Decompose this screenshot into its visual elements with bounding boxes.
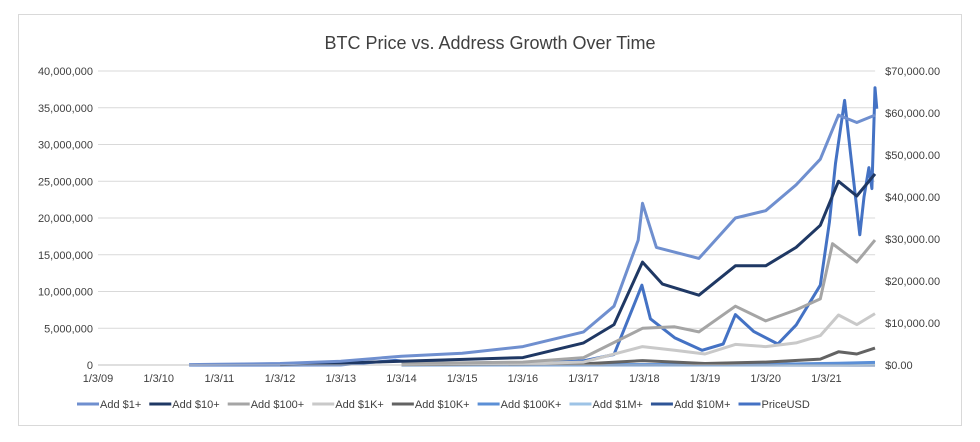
legend-label: Add $1K+	[335, 399, 384, 411]
x-tick-label: 1/3/12	[265, 373, 296, 385]
x-tick-label: 1/3/11	[205, 373, 235, 385]
legend-label: Add $10+	[172, 399, 219, 411]
y-left-tick-label: 10,000,000	[38, 287, 93, 299]
legend-label: Add $100K+	[501, 399, 562, 411]
y-right-tick-label: $10,000.00	[885, 318, 940, 330]
y-left-tick-label: 30,000,000	[38, 140, 93, 152]
y-right-tick-label: $70,000.00	[885, 66, 940, 78]
legend-label: Add $10M+	[674, 399, 731, 411]
y-right-tick-label: $40,000.00	[885, 192, 940, 204]
x-tick-label: 1/3/10	[143, 373, 174, 385]
x-tick-label: 1/3/18	[629, 373, 660, 385]
x-tick-label: 1/3/21	[811, 373, 842, 385]
y-left-tick-label: 25,000,000	[38, 176, 93, 188]
chart-title: BTC Price vs. Address Growth Over Time	[324, 33, 655, 53]
series-line-add-10k-	[401, 346, 876, 367]
y-left-tick-label: 15,000,000	[38, 250, 93, 262]
x-tick-label: 1/3/15	[447, 373, 478, 385]
chart: BTC Price vs. Address Growth Over Time 0…	[38, 33, 940, 411]
y-right-tick-label: $20,000.00	[885, 276, 940, 288]
y-left-tick-label: 20,000,000	[38, 213, 93, 225]
y-left-tick-label: 5,000,000	[44, 323, 93, 335]
series-line-add-1-	[189, 113, 876, 367]
series-line-add-10-	[280, 172, 877, 367]
legend-label: Add $1+	[100, 399, 141, 411]
x-tick-label: 1/3/14	[386, 373, 417, 385]
x-tick-label: 1/3/13	[326, 373, 357, 385]
legend-label: Add $100+	[251, 399, 305, 411]
series-line-add-100-	[401, 239, 877, 365]
chart-frame: BTC Price vs. Address Growth Over Time 0…	[18, 14, 962, 426]
y-right-tick-label: $30,000.00	[885, 234, 940, 246]
x-tick-label: 1/3/09	[83, 373, 114, 385]
series-line-add-1k-	[401, 312, 876, 366]
y-left-tick-label: 40,000,000	[38, 66, 93, 78]
y-right-tick-label: $0.00	[885, 360, 913, 372]
legend-label: PriceUSD	[762, 399, 810, 411]
x-tick-label: 1/3/19	[690, 373, 721, 385]
legend-label: Add $10K+	[415, 399, 470, 411]
y-left-tick-label: 35,000,000	[38, 103, 93, 115]
legend-label: Add $1M+	[592, 399, 642, 411]
x-tick-label: 1/3/17	[568, 373, 599, 385]
y-left-tick-label: 0	[87, 360, 93, 372]
y-right-tick-label: $60,000.00	[885, 108, 940, 120]
y-right-tick-label: $50,000.00	[885, 150, 940, 162]
series-line-priceusd	[189, 86, 879, 367]
x-tick-label: 1/3/16	[508, 373, 539, 385]
x-tick-label: 1/3/20	[750, 373, 781, 385]
